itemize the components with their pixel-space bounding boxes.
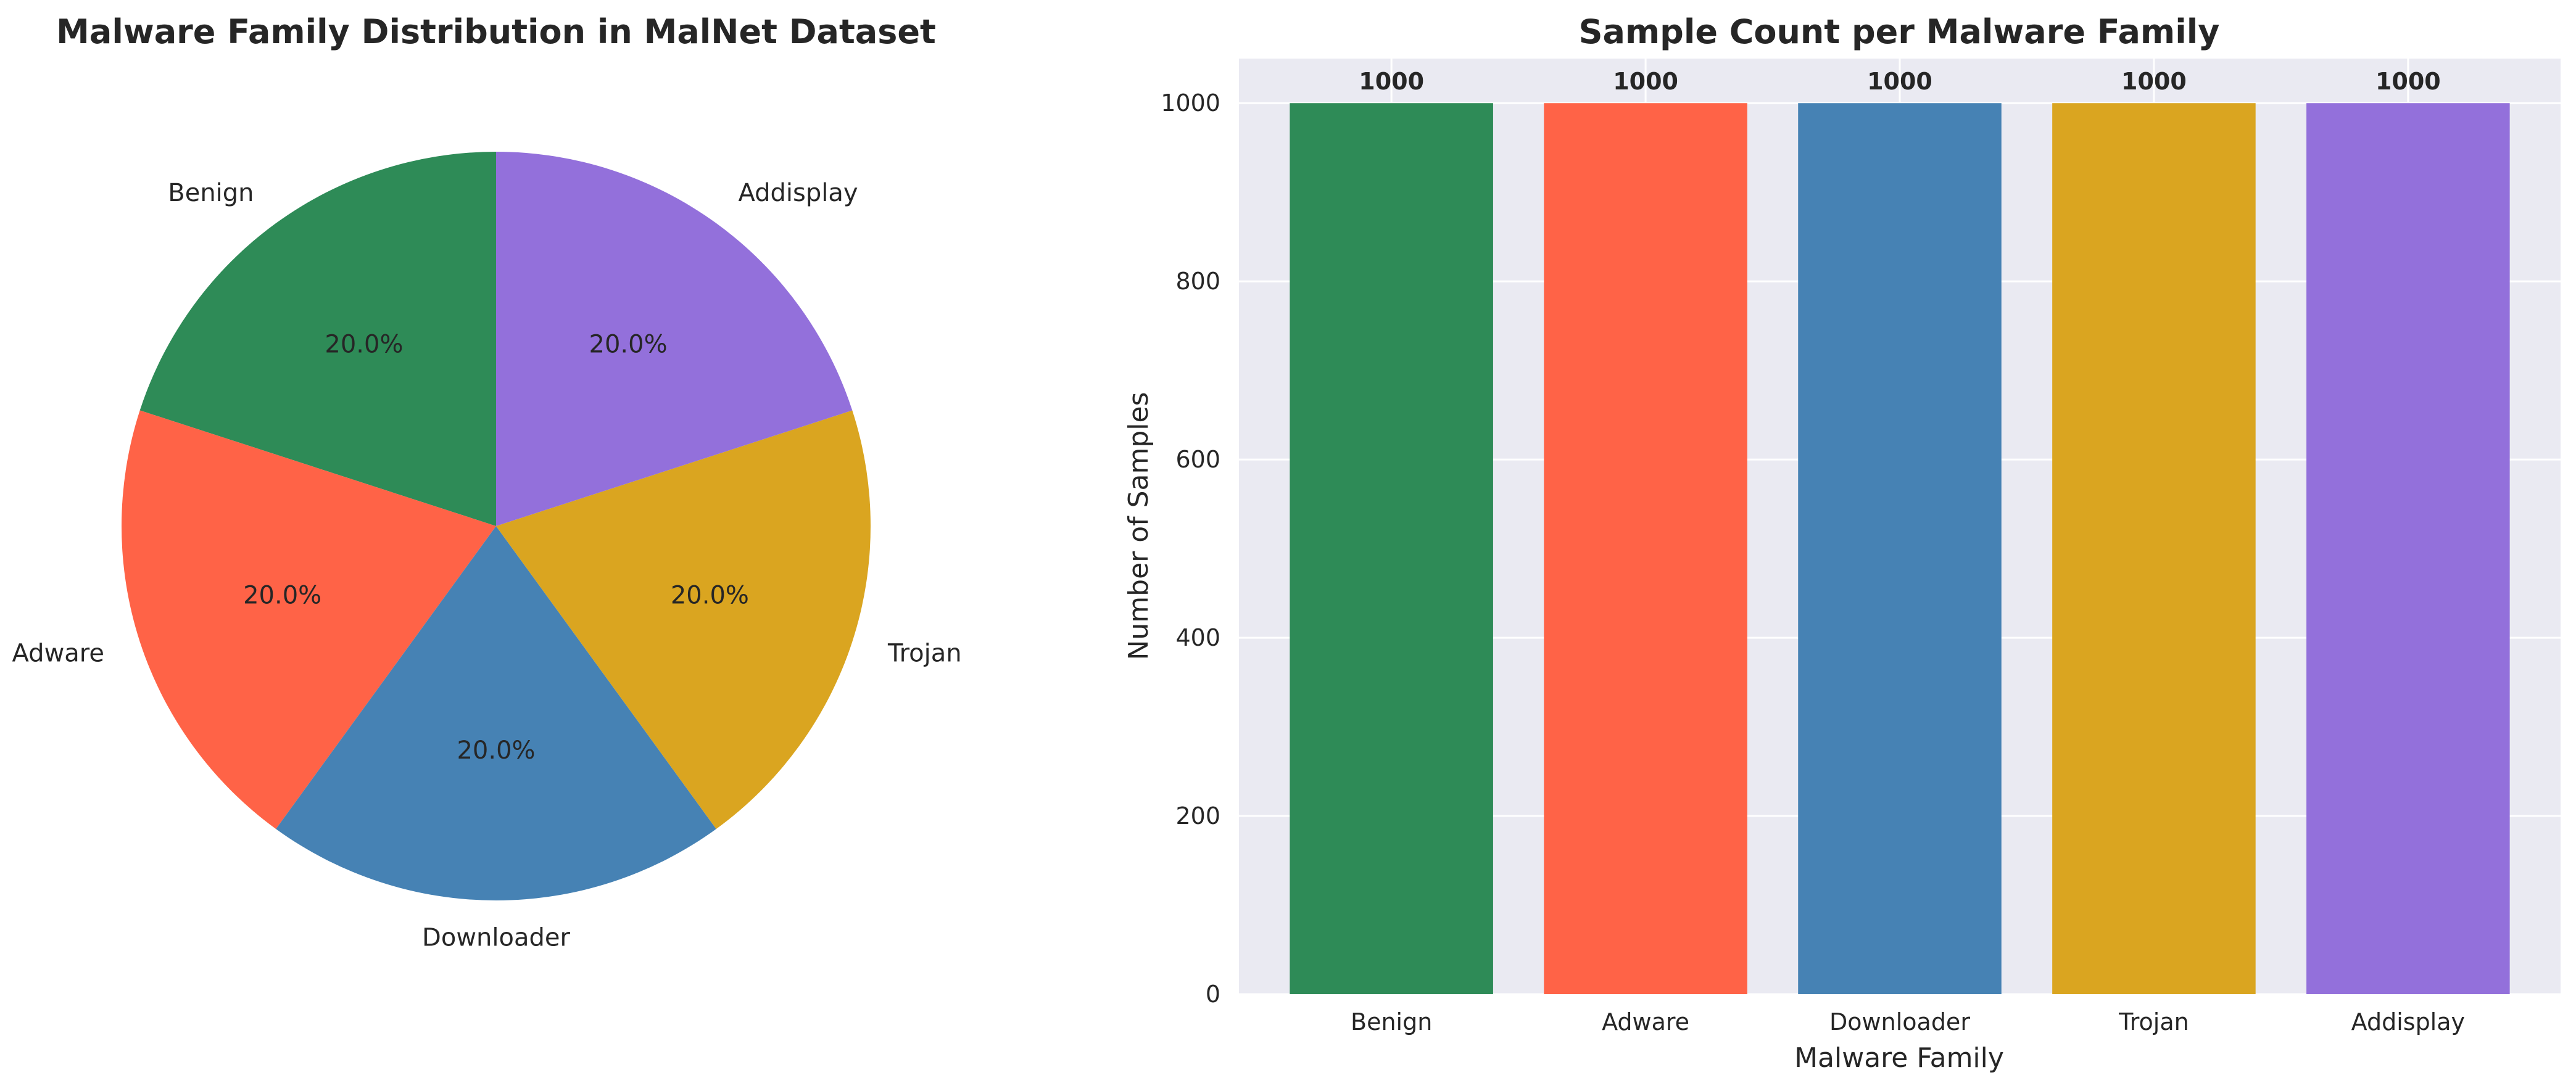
y-tick-label: 1000 [1161, 89, 1220, 117]
bar-benign [1290, 103, 1493, 995]
bar-title: Sample Count per Malware Family [1579, 12, 2220, 51]
bars [1290, 103, 2510, 995]
y-tick-label: 800 [1175, 268, 1220, 295]
pie-slice-adware [121, 410, 496, 830]
pie-percent-downloader: 20.0% [457, 736, 535, 765]
pie-percent-trojan: 20.0% [671, 582, 749, 610]
pie-label-benign: Benign [168, 179, 254, 207]
y-tick-labels: 0 200 400 600 800 1000 [1161, 89, 1220, 1008]
bar-addisplay [2306, 103, 2510, 995]
pie-percent-benign: 20.0% [325, 330, 403, 358]
pie-chart: Malware Family Distribution in MalNet Da… [12, 12, 962, 952]
pie-slice-downloader [276, 526, 716, 901]
bar-value-labels: 1000 1000 1000 1000 1000 [1359, 68, 2440, 95]
bar-downloader [1798, 103, 2002, 995]
pie-label-downloader: Downloader [422, 924, 570, 952]
bar-value-label-trojan: 1000 [2121, 68, 2187, 95]
pie-title: Malware Family Distribution in MalNet Da… [56, 12, 936, 51]
y-tick-label: 0 [1206, 981, 1220, 1008]
y-tick-label: 200 [1175, 802, 1220, 830]
pie-label-addisplay: Addisplay [738, 179, 858, 207]
x-tick-label-adware: Adware [1602, 1008, 1689, 1035]
bar-adware [1544, 103, 1747, 995]
x-tick-labels: Benign Adware Downloader Trojan Addisplay [1351, 1008, 2465, 1035]
pie-slice-trojan [496, 410, 871, 830]
pie-slice-benign [139, 152, 497, 526]
bar-chart: Sample Count per Malware Family 1000 1000… [1123, 12, 2561, 1074]
x-tick-label-addisplay: Addisplay [2351, 1008, 2465, 1035]
bar-value-label-downloader: 1000 [1867, 68, 1932, 95]
bar-value-label-addisplay: 1000 [2375, 68, 2441, 95]
bar-trojan [2052, 103, 2256, 995]
y-axis-label: Number of Samples [1123, 392, 1154, 660]
x-tick-label-trojan: Trojan [2118, 1008, 2189, 1035]
pie-label-trojan: Trojan [887, 639, 962, 667]
pie-percent-adware: 20.0% [243, 582, 321, 610]
bar-value-label-adware: 1000 [1613, 68, 1678, 95]
pie-labels: Benign 20.0% Adware 20.0% Downloader 20.0% Tro… [12, 179, 962, 952]
pie-percent-addisplay: 20.0% [589, 330, 668, 358]
x-tick-label-downloader: Downloader [1829, 1008, 1970, 1035]
pie-slices [121, 152, 871, 901]
x-axis-label: Malware Family [1794, 1042, 2004, 1074]
x-tick-label-benign: Benign [1351, 1008, 1432, 1035]
bar-value-label-benign: 1000 [1359, 68, 1424, 95]
y-tick-label: 400 [1175, 624, 1220, 651]
pie-label-adware: Adware [12, 639, 104, 667]
pie-slice-addisplay [496, 152, 853, 526]
y-tick-label: 600 [1175, 446, 1220, 473]
